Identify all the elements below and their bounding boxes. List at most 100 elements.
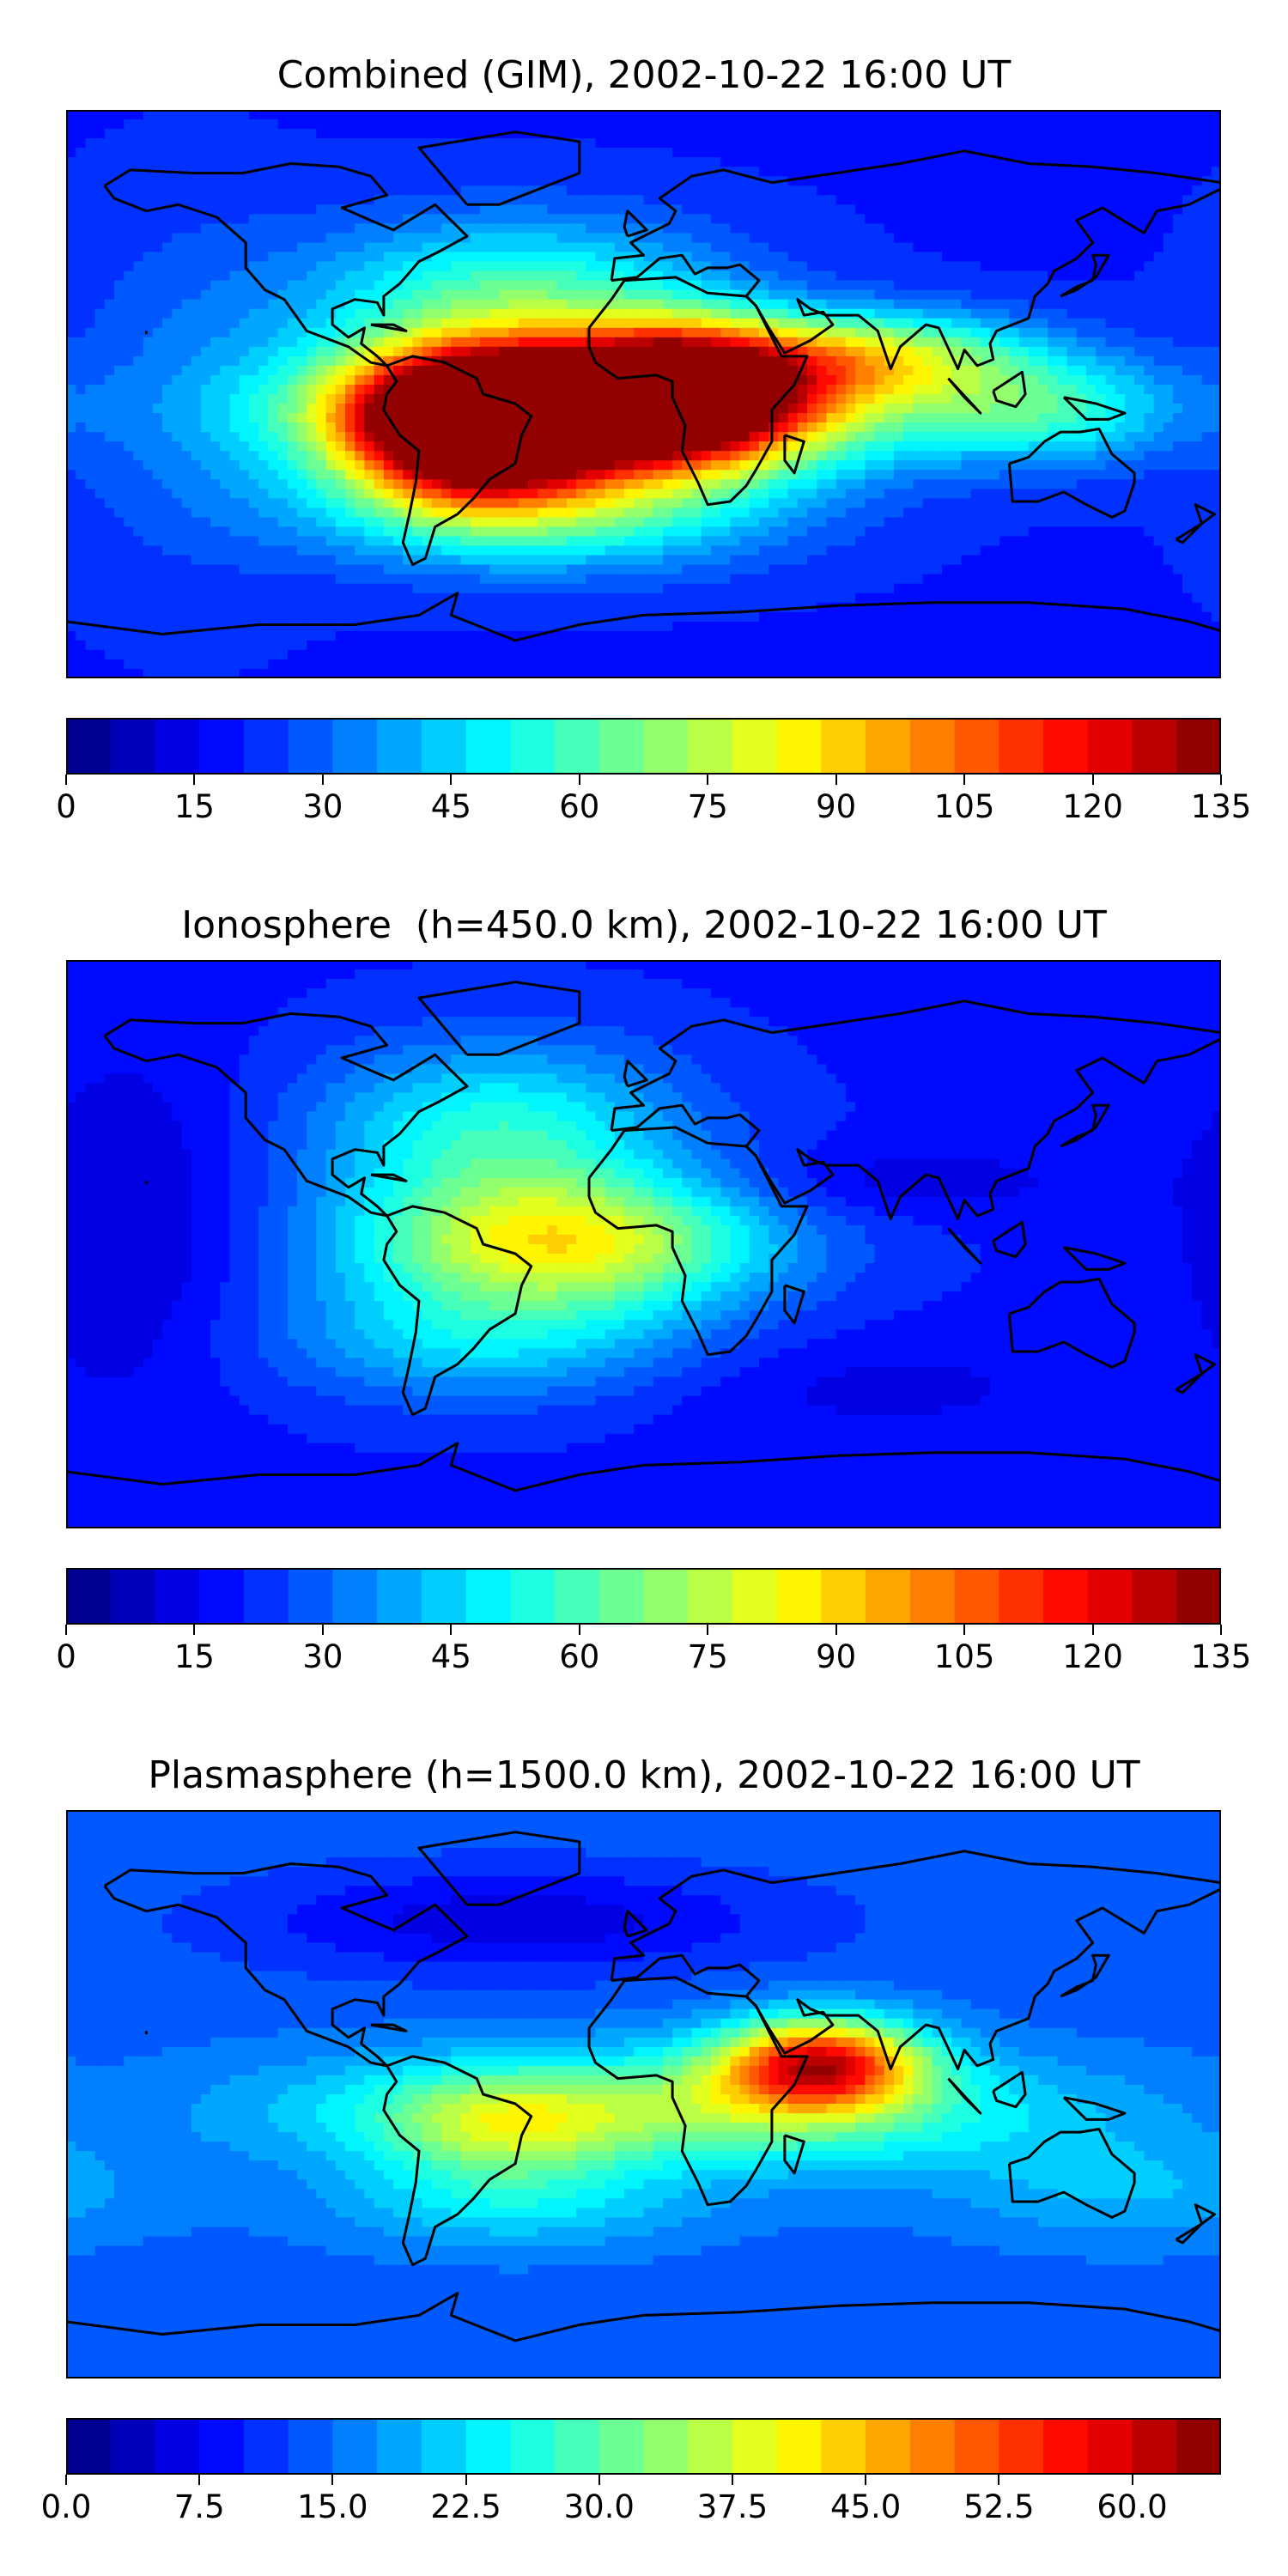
heatmap-cell [1105, 460, 1116, 471]
heatmap-cell [547, 422, 558, 433]
heatmap-cell [1144, 138, 1155, 149]
heatmap-cell [1144, 242, 1155, 253]
heatmap-cell [672, 413, 683, 423]
heatmap-cell [643, 489, 654, 499]
heatmap-cell [999, 384, 1011, 395]
heatmap-cell [980, 167, 991, 177]
heatmap-cell [1066, 460, 1078, 471]
heatmap-cell [970, 355, 981, 367]
heatmap-cell [1105, 299, 1116, 310]
heatmap-cell [1009, 289, 1020, 301]
heatmap-cell [258, 308, 269, 319]
heatmap-cell [451, 138, 462, 149]
heatmap-cell [739, 479, 750, 489]
heatmap-cell [643, 422, 654, 433]
heatmap-cell [518, 470, 529, 480]
heatmap-cell [807, 384, 817, 395]
heatmap-cell [769, 470, 780, 480]
heatmap-cell [124, 365, 135, 376]
heatmap-cell [951, 157, 962, 167]
heatmap-cell [441, 365, 452, 376]
heatmap-cell [85, 460, 96, 471]
heatmap-cell [759, 432, 769, 442]
heatmap-cell [268, 280, 279, 291]
heatmap-cell [932, 460, 943, 471]
heatmap-cell [220, 355, 231, 367]
heatmap-cell [1096, 404, 1107, 414]
heatmap-cell [595, 280, 606, 291]
heatmap-cell [566, 394, 577, 404]
heatmap-cell [932, 138, 943, 149]
heatmap-cell [865, 413, 876, 423]
heatmap-cell [614, 223, 625, 234]
heatmap-cell [662, 195, 673, 205]
heatmap-cell [335, 308, 346, 319]
heatmap-cell [422, 327, 433, 338]
heatmap-cell [470, 299, 481, 310]
heatmap-cell [200, 422, 211, 433]
heatmap-cell [990, 138, 1000, 149]
heatmap-cell [749, 129, 760, 139]
heatmap-cell [489, 498, 500, 508]
heatmap-cell [1057, 176, 1068, 186]
heatmap-cell [1038, 270, 1048, 282]
heatmap-cell [431, 148, 442, 158]
heatmap-cell [634, 479, 645, 489]
heatmap-cell [951, 167, 962, 177]
heatmap-cell [1201, 223, 1212, 234]
heatmap-cell [759, 214, 769, 224]
heatmap-cell [470, 119, 481, 130]
heatmap-cell [85, 489, 96, 499]
heatmap-cell [1086, 252, 1097, 263]
heatmap-cell [335, 119, 346, 130]
heatmap-cell [893, 195, 904, 205]
heatmap-cell [682, 252, 693, 263]
heatmap-cell [556, 138, 568, 149]
heatmap-cell [220, 441, 231, 452]
heatmap-cell [287, 489, 298, 499]
heatmap-cell [913, 374, 924, 386]
heatmap-cell [807, 374, 817, 386]
heatmap-cell [701, 138, 712, 149]
heatmap-cell [817, 489, 828, 499]
heatmap-cell [297, 242, 307, 253]
heatmap-cell [1163, 261, 1174, 272]
heatmap-cell [508, 355, 519, 367]
heatmap-cell [1182, 252, 1193, 263]
heatmap-cell [287, 374, 298, 386]
heatmap-cell [489, 413, 500, 423]
heatmap-cell [874, 270, 885, 282]
heatmap-cell [624, 451, 635, 461]
heatmap-cell [258, 432, 269, 442]
heatmap-cell [538, 489, 549, 499]
heatmap-cell [999, 233, 1011, 244]
heatmap-cell [277, 157, 289, 167]
heatmap-cell [855, 214, 866, 224]
heatmap-cell [1096, 346, 1107, 357]
heatmap-cell [1115, 176, 1126, 186]
heatmap-plot [66, 110, 1221, 678]
heatmap-cell [460, 422, 471, 433]
heatmap-cell [287, 498, 298, 508]
heatmap-cell [162, 148, 173, 158]
heatmap-cell [556, 479, 568, 489]
heatmap-cell [383, 394, 394, 404]
heatmap-cell [1057, 394, 1068, 404]
heatmap-cell [653, 394, 664, 404]
heatmap-cell [162, 498, 173, 508]
heatmap-cell [66, 489, 76, 499]
heatmap-cell [980, 138, 991, 149]
heatmap-cell [691, 204, 702, 215]
heatmap-cell [1182, 176, 1193, 186]
heatmap-cell [1124, 214, 1135, 224]
heatmap-cell [1124, 242, 1135, 253]
heatmap-cell [364, 299, 375, 310]
heatmap-cell [1009, 460, 1020, 471]
heatmap-cell [124, 280, 135, 291]
heatmap-cell [576, 327, 586, 338]
heatmap-cell [1028, 185, 1039, 196]
heatmap-cell [749, 214, 760, 224]
heatmap-cell [268, 479, 279, 489]
heatmap-cell [239, 318, 250, 329]
heatmap-cell [1144, 327, 1155, 338]
